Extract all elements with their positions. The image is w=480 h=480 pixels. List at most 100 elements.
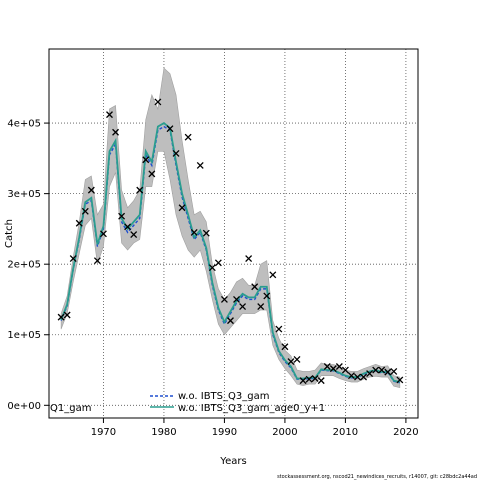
observed-point-24 bbox=[208, 264, 216, 272]
observed-point-3 bbox=[75, 219, 83, 227]
observed-point-stroke-b bbox=[305, 375, 313, 383]
observed-point-stroke-b bbox=[281, 343, 289, 351]
y-tick-label-1: 1e+05 bbox=[7, 330, 41, 341]
observed-point-stroke-b bbox=[130, 231, 138, 239]
series-line-2 bbox=[60, 121, 401, 383]
observed-point-54 bbox=[390, 367, 398, 375]
observed-point-stroke-b bbox=[75, 219, 83, 227]
observed-point-stroke-b bbox=[384, 368, 392, 376]
x-tick-label-2: 1990 bbox=[212, 427, 237, 438]
observed-point-stroke-b bbox=[396, 376, 404, 384]
observed-point-44 bbox=[329, 365, 337, 373]
observed-point-stroke-b bbox=[87, 186, 95, 194]
observed-point-7 bbox=[99, 230, 107, 238]
observed-point-stroke-b bbox=[335, 363, 343, 370]
observed-point-48 bbox=[354, 373, 361, 381]
observed-point-stroke-b bbox=[360, 373, 368, 381]
observed-point-30 bbox=[245, 255, 253, 263]
observed-point-5 bbox=[87, 186, 95, 194]
observed-point-45 bbox=[335, 363, 343, 370]
x-tick-label-3: 2000 bbox=[272, 427, 297, 438]
observed-point-27 bbox=[227, 317, 234, 325]
observed-point-15 bbox=[148, 170, 156, 178]
observed-point-33 bbox=[263, 292, 271, 300]
observed-point-28 bbox=[233, 296, 240, 303]
observed-point-stroke-b bbox=[166, 125, 174, 133]
observed-point-13 bbox=[136, 186, 144, 194]
observed-point-stroke-b bbox=[220, 296, 228, 303]
observed-point-53 bbox=[384, 368, 392, 376]
observed-point-stroke-b bbox=[390, 367, 398, 375]
observed-point-stroke-b bbox=[118, 212, 126, 220]
observed-point-43 bbox=[323, 363, 331, 370]
observed-point-stroke-b bbox=[263, 292, 271, 300]
observed-point-37 bbox=[287, 358, 295, 366]
observed-point-4 bbox=[81, 207, 89, 215]
y-axis-ticks: 0e+00 1e+05 2e+05 3e+05 4e+05 bbox=[7, 119, 49, 412]
observed-point-stroke-b bbox=[329, 365, 337, 373]
observed-point-47 bbox=[347, 372, 355, 380]
x-tick-label-0: 1970 bbox=[91, 427, 116, 438]
observed-point-stroke-b bbox=[190, 228, 198, 236]
observed-point-stroke-b bbox=[372, 366, 380, 374]
confidence-band bbox=[60, 67, 401, 389]
observed-point-stroke-b bbox=[227, 317, 234, 325]
observed-point-6 bbox=[93, 257, 101, 265]
y-tick-label-0: 0e+00 bbox=[7, 401, 41, 412]
observed-points-layer bbox=[57, 98, 404, 385]
observed-point-stroke-b bbox=[245, 255, 253, 263]
observed-point-stroke-b bbox=[317, 377, 325, 385]
observed-point-40 bbox=[305, 375, 313, 383]
observed-point-stroke-b bbox=[202, 229, 210, 237]
observed-point-stroke-b bbox=[257, 303, 265, 310]
y-tick-label-3: 3e+05 bbox=[7, 189, 41, 200]
observed-point-46 bbox=[341, 366, 349, 374]
legend-label-series-2: w.o. IBTS_Q3_gam_age0_y+1 bbox=[178, 403, 325, 414]
observed-point-32 bbox=[257, 303, 265, 310]
observed-point-55 bbox=[396, 376, 404, 384]
observed-point-stroke-b bbox=[378, 366, 386, 374]
y-tick-label-4: 4e+05 bbox=[7, 119, 41, 130]
observed-point-0 bbox=[57, 313, 65, 321]
observed-point-34 bbox=[269, 271, 277, 279]
observed-point-14 bbox=[142, 156, 150, 164]
observed-point-51 bbox=[372, 366, 380, 374]
series-layer bbox=[60, 121, 401, 384]
plot-frame bbox=[48, 48, 419, 419]
observed-point-16 bbox=[154, 98, 162, 106]
observed-point-stroke-b bbox=[148, 170, 156, 178]
observed-point-stroke-b bbox=[69, 255, 77, 263]
observed-point-stroke-b bbox=[269, 271, 277, 279]
observed-point-stroke-b bbox=[341, 366, 349, 374]
observed-point-stroke-b bbox=[93, 257, 101, 265]
observed-point-11 bbox=[124, 223, 132, 231]
observed-point-23 bbox=[202, 229, 210, 237]
legend-label-series-1: w.o. IBTS_Q3_gam bbox=[178, 391, 269, 402]
observed-point-17 bbox=[166, 125, 174, 133]
observed-point-stroke-b bbox=[154, 98, 162, 106]
observed-point-stroke-b bbox=[124, 223, 132, 231]
observed-point-stroke-b bbox=[57, 313, 65, 321]
observed-point-8 bbox=[106, 111, 113, 119]
observed-point-1 bbox=[63, 311, 71, 319]
y-axis-title: Catch bbox=[4, 219, 15, 248]
observed-point-stroke-b bbox=[239, 303, 247, 310]
observed-point-25 bbox=[214, 259, 222, 267]
observed-point-stroke-b bbox=[366, 370, 374, 378]
observed-point-stroke-b bbox=[172, 149, 180, 157]
observed-point-42 bbox=[317, 377, 325, 385]
observed-point-stroke-b bbox=[63, 311, 71, 319]
observed-point-39 bbox=[299, 377, 307, 385]
observed-point-stroke-b bbox=[293, 355, 301, 363]
observed-point-49 bbox=[360, 373, 368, 381]
observed-point-stroke-b bbox=[184, 133, 192, 141]
observed-point-stroke-b bbox=[208, 264, 216, 272]
observed-point-stroke-b bbox=[112, 128, 120, 136]
observed-point-35 bbox=[275, 325, 283, 333]
observed-point-stroke-b bbox=[299, 377, 307, 385]
observed-point-36 bbox=[281, 343, 289, 351]
legend: Q1_gam w.o. IBTS_Q3_gam w.o. IBTS_Q3_gam… bbox=[50, 391, 325, 414]
observed-point-41 bbox=[311, 375, 319, 382]
observed-point-18 bbox=[172, 149, 180, 157]
